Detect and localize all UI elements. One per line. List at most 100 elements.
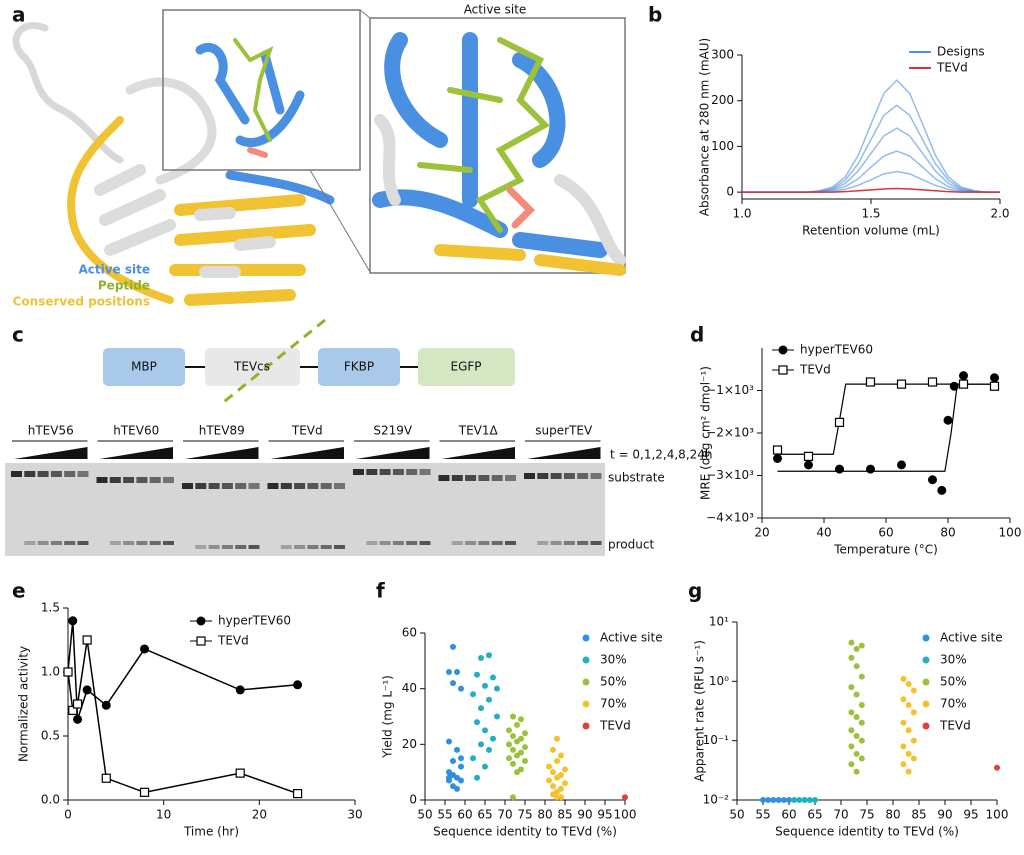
x-tick-label: 75 — [859, 808, 874, 822]
x-tick-label: 55 — [755, 808, 770, 822]
dot — [450, 680, 456, 687]
structure-illustration — [12, 9, 626, 306]
legend-label: Designs — [937, 45, 985, 59]
gel-band — [563, 473, 575, 479]
gel-band — [208, 483, 220, 489]
gel-band — [577, 541, 589, 545]
marker — [865, 377, 876, 387]
marker — [834, 417, 845, 427]
gel-band — [294, 483, 306, 489]
x-tick-label: 90 — [937, 808, 952, 822]
dot — [900, 696, 907, 703]
legend-text: Peptide — [98, 279, 150, 293]
dot — [796, 797, 803, 803]
y-tick-label: 300 — [711, 48, 734, 62]
legend-swatch — [582, 722, 590, 730]
gel-band — [280, 545, 292, 549]
gel-band — [136, 477, 148, 483]
marker — [949, 381, 959, 391]
dot — [858, 719, 865, 726]
y-tick-label: 0.0 — [41, 793, 60, 807]
dot — [510, 732, 516, 739]
gel-band — [235, 545, 247, 549]
legend-label: Active site — [940, 631, 1003, 645]
dot — [900, 743, 907, 750]
gel-band — [163, 541, 174, 545]
x-tick-label: 1.0 — [732, 207, 751, 221]
gel-band — [563, 541, 575, 545]
dot — [478, 705, 484, 712]
y-tick-label: 40 — [402, 681, 417, 695]
gel-band — [577, 473, 589, 479]
dot — [478, 655, 484, 662]
series-line — [742, 127, 1000, 193]
marker — [101, 700, 111, 710]
marker — [928, 475, 937, 485]
gel-band — [64, 471, 76, 477]
dot — [853, 732, 860, 739]
dot — [554, 794, 560, 801]
dot — [490, 735, 496, 742]
dot — [905, 727, 912, 734]
dot — [858, 673, 865, 680]
gel-band — [465, 541, 477, 545]
ribbon — [195, 42, 305, 148]
gel-band — [50, 541, 62, 545]
marker — [989, 381, 1000, 391]
x-axis-label: Retention volume (mL) — [802, 224, 940, 238]
dot — [514, 752, 520, 759]
gel-band — [590, 473, 602, 479]
dot — [848, 761, 855, 768]
dot — [510, 794, 516, 801]
marker — [72, 699, 83, 709]
y-axis-label: Apparent rate (RFU s⁻¹) — [693, 640, 707, 782]
sample-label: S219V — [373, 424, 413, 438]
y-tick-label: 10⁰ — [709, 674, 729, 688]
marker — [804, 460, 813, 470]
marker — [140, 644, 150, 654]
marker — [959, 371, 968, 381]
legend-label: TEVd — [939, 719, 971, 733]
gel-band — [64, 541, 76, 545]
dot — [848, 727, 855, 734]
gel-band — [550, 473, 562, 479]
dot — [780, 797, 787, 803]
x-tick-label: 100 — [999, 526, 1022, 540]
dot — [853, 768, 860, 775]
x-tick-label: 65 — [807, 808, 822, 822]
gel-band — [524, 473, 535, 479]
dot — [486, 696, 492, 703]
marker — [235, 685, 245, 695]
gel-band — [221, 545, 233, 549]
panel-label: d — [690, 323, 704, 347]
dot — [858, 755, 865, 762]
marker — [293, 788, 303, 799]
dot — [510, 746, 516, 753]
x-tick-label: 80 — [537, 808, 552, 822]
dot — [994, 764, 1000, 771]
dot — [853, 750, 860, 757]
y-tick-label: 10⁻¹ — [703, 733, 730, 747]
construct-label: EGFP — [450, 360, 481, 374]
y-axis-label: Yield (mg L⁻¹) — [381, 675, 395, 759]
gel-band — [353, 469, 364, 475]
dot — [514, 721, 520, 728]
marker — [990, 373, 999, 383]
gel-band — [248, 483, 260, 489]
gel-band — [334, 545, 345, 549]
y-axis-label: MRE (deg cm² dmol⁻¹) — [699, 366, 713, 500]
dot — [910, 687, 917, 694]
series-line — [67, 639, 298, 795]
gel-band — [307, 545, 319, 549]
marker — [937, 485, 947, 495]
x-tick-label: 75 — [517, 808, 532, 822]
dot — [760, 797, 766, 803]
dot — [454, 785, 460, 792]
gel-band — [451, 475, 463, 481]
marker — [897, 460, 906, 470]
x-tick-label: 10 — [156, 808, 171, 822]
dot — [770, 797, 777, 803]
dot — [812, 797, 818, 803]
dot — [482, 682, 488, 689]
gel-band — [294, 545, 306, 549]
